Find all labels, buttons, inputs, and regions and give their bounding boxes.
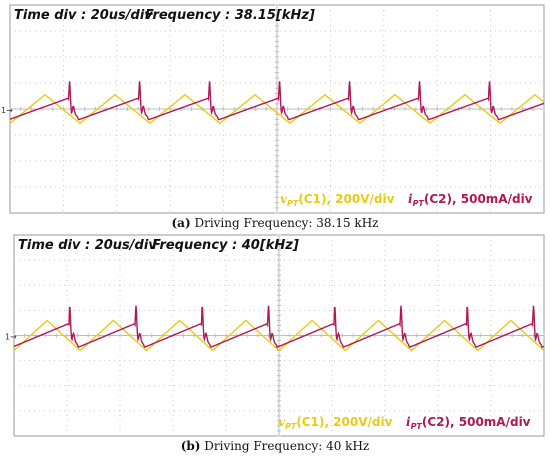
channel-marker: 1→ xyxy=(5,333,17,342)
legend-entry-1: vPT(C1), 200V/div xyxy=(280,192,395,208)
caption-b: (b) Driving Frequency: 40 kHz xyxy=(0,439,550,453)
waveform-series-1 xyxy=(13,319,545,352)
waveform-series-2 xyxy=(9,81,545,121)
scope-panel-a: 1→ Time div : 20us/div Frequency : 38.15[k… xyxy=(0,4,550,230)
legend-entry-2: iPT(C2), 500mA/div xyxy=(408,192,533,208)
caption-a-label: (a) xyxy=(171,216,191,230)
frequency-label: Frequency : 38.15[kHz] xyxy=(145,8,315,23)
scope-panel-b: 1→ Time div : 20us/div Frequency : 40[kHz]… xyxy=(0,232,550,457)
waveform-series-2 xyxy=(13,305,545,348)
channel-marker: 1→ xyxy=(1,106,13,115)
time-div-label: Time div : 20us/div xyxy=(14,8,153,23)
legend-entry-2: iPT(C2), 500mA/div xyxy=(406,415,531,431)
caption-b-text: Driving Frequency: 40 kHz xyxy=(200,439,370,453)
waveform-series-1 xyxy=(9,93,545,125)
caption-a-text: Driving Frequency: 38.15 kHz xyxy=(190,216,379,230)
time-div-label: Time div : 20us/div xyxy=(18,238,157,253)
caption-a: (a) Driving Frequency: 38.15 kHz xyxy=(0,216,550,230)
frequency-label: Frequency : 40[kHz] xyxy=(152,238,299,253)
legend-entry-1: vPT(C1), 200V/div xyxy=(278,415,393,431)
caption-b-label: (b) xyxy=(180,439,201,453)
